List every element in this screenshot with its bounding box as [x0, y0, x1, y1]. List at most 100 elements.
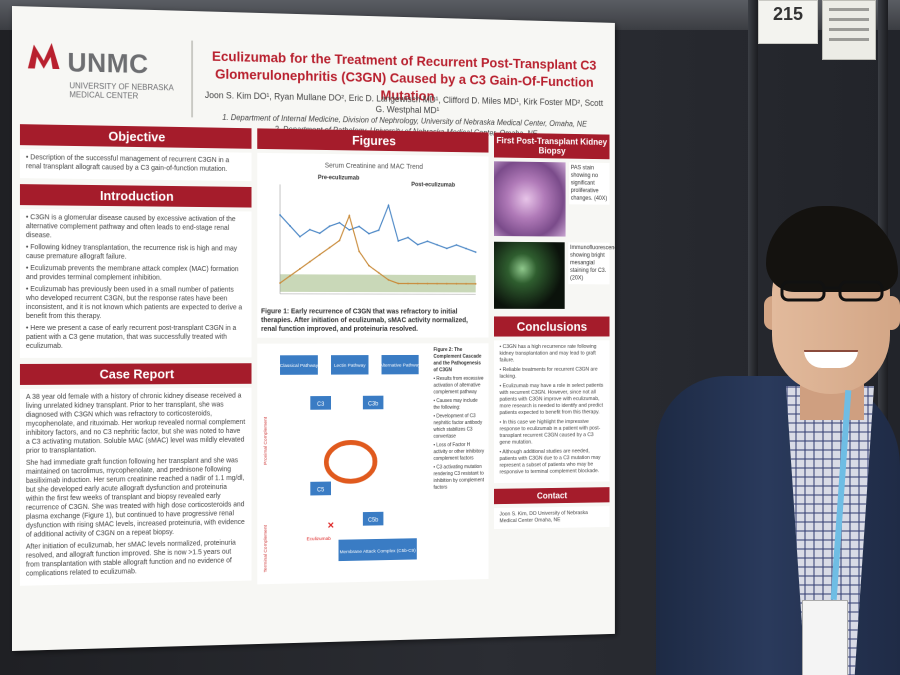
conclusion-bullet: Although additional studies are needed, … — [499, 448, 604, 476]
data-point — [368, 232, 370, 235]
data-point — [465, 247, 467, 250]
biopsy-row-1: PAS stain showing no significant prolife… — [493, 161, 610, 237]
data-point — [299, 235, 301, 238]
data-point — [368, 264, 370, 267]
data-point — [308, 228, 311, 231]
conclusion-bullet: C3GN has a high recurrence rate followin… — [499, 344, 604, 364]
contact-heading: Contact — [493, 487, 610, 505]
eculizumab-label: Eculizumab — [307, 536, 331, 542]
fig2-note: Causes may include the following: — [433, 398, 484, 412]
org-subtitle: UNIVERSITY OF NEBRASKA MEDICAL CENTER — [69, 81, 174, 101]
series-line-0 — [280, 204, 476, 252]
data-point — [348, 229, 351, 231]
mac-label: Membrane Attack Complex (C5b-C9) — [340, 548, 416, 555]
contact-text: Joon S. Kim, DO University of Nebraska M… — [493, 506, 610, 530]
data-point — [348, 214, 351, 217]
data-point — [279, 214, 281, 216]
c5-label: C5 — [317, 487, 325, 493]
classical-pathway-label: Classical Pathway — [280, 363, 319, 369]
complement-cascade-diagram: Classical Pathway Lectin Pathway Alterna… — [263, 354, 421, 572]
proximal-complement-label: Proximal Complement — [263, 416, 269, 465]
data-point — [436, 243, 438, 246]
data-point — [416, 243, 419, 246]
data-point — [289, 275, 291, 277]
pas-stain-note: PAS stain showing no significant prolife… — [568, 162, 610, 205]
data-point — [358, 250, 360, 253]
glasses-icon — [780, 280, 884, 302]
amplification-loop — [326, 442, 375, 481]
data-point — [426, 282, 429, 285]
c3-label: C3 — [317, 402, 325, 408]
data-point — [465, 282, 467, 285]
series-line-1 — [280, 215, 476, 284]
data-point — [445, 282, 448, 285]
data-point — [318, 232, 321, 235]
data-point — [289, 224, 291, 227]
chart-title: Serum Creatinine and MAC Trend — [325, 163, 423, 171]
data-point — [387, 279, 390, 281]
alternative-pathway-box — [381, 354, 419, 375]
intro-bullet: Eculizumab prevents the membrane attack … — [26, 264, 246, 283]
data-point — [407, 282, 409, 285]
intro-bullet: Here we present a case of early recurren… — [26, 324, 246, 351]
immunofluorescence-note: Immunofluorescence showing bright mesang… — [568, 242, 615, 285]
figure-1-caption: Figure 1: Early recurrence of C3GN that … — [261, 308, 468, 333]
fig2-note: C3 activating mutation rendering C3 resi… — [433, 464, 484, 492]
intro-bullet: C3GN is a glomerular disease caused by e… — [26, 213, 246, 242]
data-point — [338, 239, 341, 242]
poster-column-middle: Figures Serum Creatinine and MAC Trend P… — [257, 128, 489, 590]
booth-number: 215 — [772, 4, 804, 24]
data-point — [279, 282, 281, 284]
poster-column-right: First Post-Transplant Kidney Biopsy PAS … — [493, 132, 615, 535]
name-badge — [802, 600, 848, 675]
alternative-pathway-label: Alternative Pathway — [380, 363, 421, 369]
conclusions-heading: Conclusions — [493, 316, 610, 337]
case-paragraph: She had immediate graft function followi… — [25, 457, 245, 539]
data-point — [308, 260, 311, 263]
case-paragraph: After initiation of eculizumab, her sMAC… — [25, 539, 236, 578]
immunofluorescence-image — [493, 241, 565, 309]
research-poster: UNMC UNIVERSITY OF NEBRASKA MEDICAL CENT… — [12, 6, 615, 651]
data-point — [455, 282, 458, 285]
intro-bullet: Following kidney transplantation, the re… — [26, 243, 246, 262]
data-point — [416, 282, 419, 285]
conclusion-bullet: In this case we highlight the impressive… — [499, 419, 604, 447]
classical-pathway-box — [280, 355, 318, 375]
presenter-person — [640, 200, 900, 675]
data-point — [445, 247, 448, 250]
figure-2-notes: Figure 2: The Complement Cascade and the… — [433, 347, 484, 576]
data-point — [377, 229, 380, 232]
unmc-logo: UNMC UNIVERSITY OF NEBRASKA MEDICAL CENT… — [22, 32, 188, 105]
pas-stain-image — [493, 161, 566, 237]
data-point — [328, 225, 331, 228]
intro-bullet: Eculizumab has previously been used in a… — [26, 285, 246, 321]
data-point — [436, 282, 438, 285]
data-point — [426, 240, 429, 243]
biopsy-heading: First Post-Transplant Kidney Biopsy — [493, 132, 610, 160]
post-eculizumab-label: Post-eculizumab — [411, 182, 455, 188]
case-report-heading: Case Report — [19, 363, 252, 385]
booth-number-card: 215 — [758, 0, 818, 44]
nebraska-n-icon — [27, 43, 60, 70]
objective-text: Description of the successful management… — [26, 153, 246, 174]
poster-column-left: Objective Description of the successful … — [19, 124, 252, 592]
fig2-note: Loss of Factor H activity or other inhib… — [433, 442, 484, 463]
introduction-text-box: C3GN is a glomerular disease caused by e… — [19, 209, 252, 358]
block-x-icon: ✕ — [327, 520, 334, 530]
mac-box — [338, 538, 417, 562]
pre-eculizumab-label: Pre-eculizumab — [318, 175, 360, 181]
objective-heading: Objective — [19, 124, 252, 149]
data-point — [474, 251, 477, 254]
data-point — [358, 225, 360, 228]
c5b-label: C5b — [368, 518, 379, 524]
smile — [804, 350, 858, 368]
header-divider — [191, 40, 194, 118]
plasma-exchange-band — [280, 274, 476, 293]
case-paragraph: A 38 year old female with a history of c… — [25, 392, 246, 455]
data-point — [328, 246, 331, 249]
creatinine-mac-chart: Serum Creatinine and MAC Trend Pre-eculi… — [261, 163, 485, 304]
lectin-pathway-label: Lectin Pathway — [334, 363, 366, 369]
conclusions-text-box: C3GN has a high recurrence rate followin… — [493, 340, 610, 484]
x-axis — [280, 294, 476, 295]
